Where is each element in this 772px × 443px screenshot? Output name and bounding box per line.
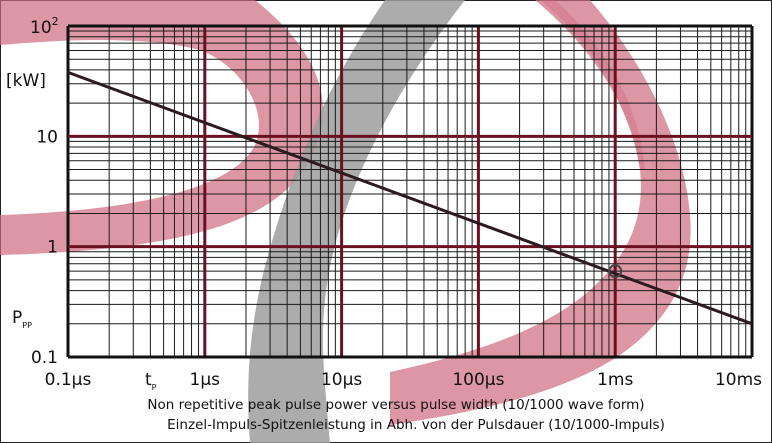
series-line-0 xyxy=(67,70,753,326)
x-tick-label: 10ms xyxy=(715,370,762,390)
grid-layer xyxy=(66,24,754,359)
x-tick-label: 1ms xyxy=(597,370,633,390)
caption-german: Einzel-Impuls-Spitzenleistung in Abh. vo… xyxy=(167,417,665,433)
y-tick-label-top: 102 xyxy=(30,15,59,38)
y-symbol-label: PPP xyxy=(12,308,32,330)
y-unit-label: [kW] xyxy=(6,71,46,91)
watermark-red-arc-left xyxy=(0,0,324,255)
caption-english: Non repetitive peak pulse power versus p… xyxy=(147,397,645,413)
marker-circle xyxy=(608,264,623,279)
x-tick-label: 1µs xyxy=(190,370,221,390)
x-tick-label: 100µs xyxy=(452,370,504,390)
series-layer xyxy=(67,70,753,326)
y-tick-label: 10 xyxy=(36,127,58,147)
y-tick-label: 0.1 xyxy=(31,348,58,368)
x-tick-label: 10µs xyxy=(321,370,362,390)
watermark-gray-arc xyxy=(248,0,465,443)
x-symbol-label: tP xyxy=(145,370,157,392)
watermark-red-arc-right xyxy=(390,0,691,425)
y-tick-label: 1 xyxy=(47,238,58,258)
tick-label-layer: 0.1µs 1µs 10µs 100µs 1ms 10ms 0.1 1 10 102 [kW] PPP… xyxy=(6,15,762,392)
x-tick-label: 0.1µs xyxy=(45,370,92,390)
